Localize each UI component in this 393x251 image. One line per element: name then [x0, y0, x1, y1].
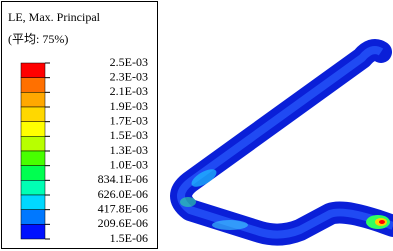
- color-band: [21, 224, 45, 239]
- legend-label: 1.7E-03: [110, 113, 148, 127]
- strain-patch: [212, 220, 248, 230]
- color-band: [21, 210, 45, 225]
- legend-title: LE, Max. Principal: [8, 10, 101, 24]
- strain-patch: [379, 220, 385, 224]
- legend-label: 2.1E-03: [110, 84, 148, 98]
- color-band: [21, 180, 45, 195]
- color-band: [21, 78, 45, 93]
- color-band: [21, 136, 45, 151]
- legend-label: 417.8E-06: [98, 201, 148, 215]
- legend-label: 1.3E-03: [110, 143, 148, 157]
- color-band: [21, 122, 45, 137]
- color-band: [21, 107, 45, 122]
- legend-label: 1.0E-03: [110, 157, 148, 171]
- model: [180, 50, 393, 235]
- color-band: [21, 63, 45, 78]
- legend-label: 2.5E-03: [110, 55, 148, 69]
- legend-label: 2.3E-03: [110, 69, 148, 83]
- legend-label: 1.9E-03: [110, 99, 148, 113]
- legend-label: 1.5E-06: [110, 231, 148, 245]
- color-band: [21, 151, 45, 166]
- color-band: [21, 166, 45, 181]
- strain-patch: [180, 197, 196, 207]
- viewport: LE, Max. Principal (平均: 75%) 2.5E-032.3E…: [0, 0, 393, 251]
- tube: [181, 50, 393, 235]
- legend-label: 1.5E-03: [110, 128, 148, 142]
- legend-label: 626.0E-06: [98, 187, 148, 201]
- scene: LE, Max. Principal (平均: 75%) 2.5E-032.3E…: [0, 0, 393, 251]
- legend-label: 209.6E-06: [98, 216, 148, 230]
- legend-label: 834.1E-06: [98, 172, 148, 186]
- legend-subtitle: (平均: 75%): [8, 32, 68, 46]
- color-band: [21, 92, 45, 107]
- color-band: [21, 195, 45, 210]
